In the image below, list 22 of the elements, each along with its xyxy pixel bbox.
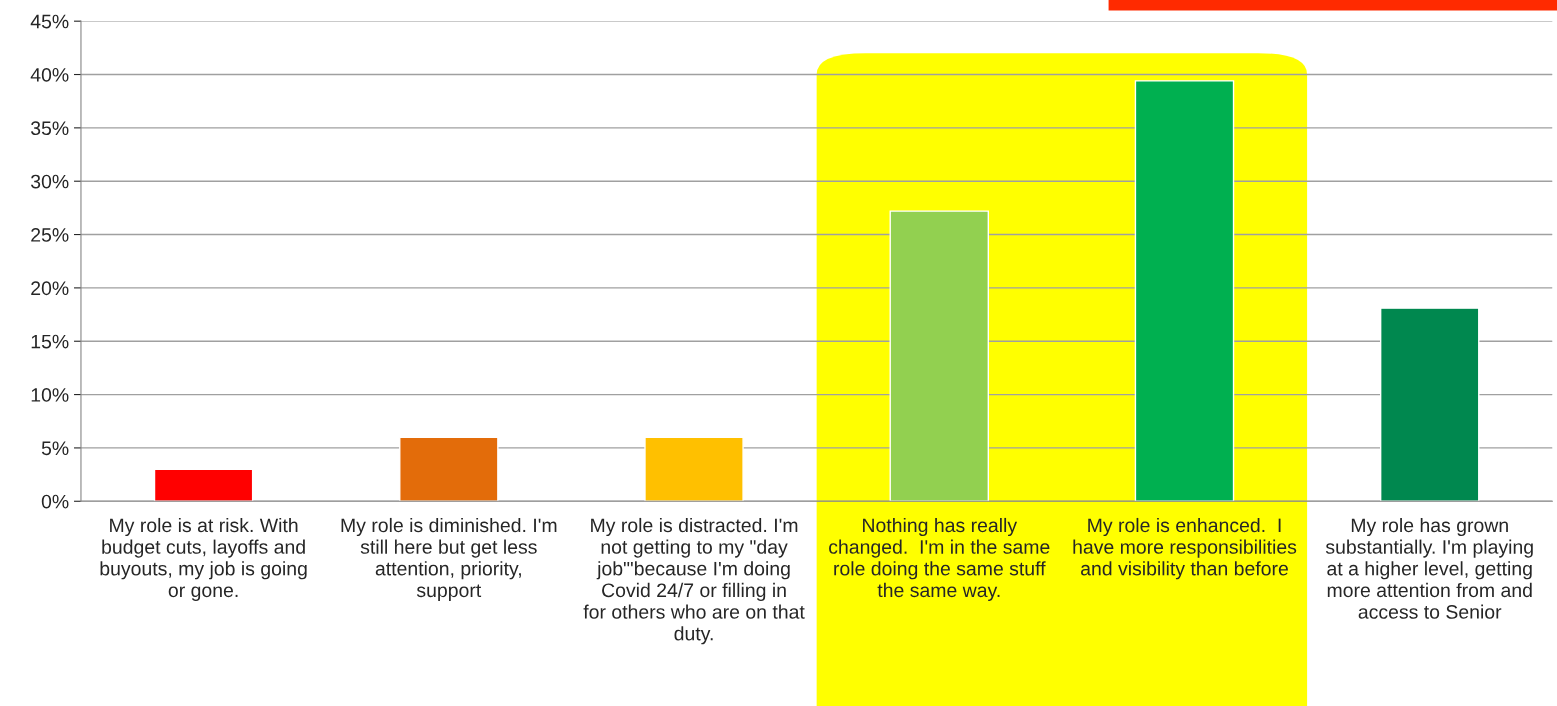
y-tick-label: 25% (31, 228, 69, 242)
bar (644, 436, 744, 502)
bar (153, 468, 254, 502)
y-tick-label: 15% (31, 334, 69, 349)
x-tick-label: Nothing has really changed. I'm in the same role doing the same stuff the same way. (829, 517, 1050, 601)
x-tick-label: My role is diminished. I'm still here but get less attention, priority, support (341, 517, 557, 601)
x-tick-label: My role is at risk. With budget cuts, layoffs and buyouts, my job is going or gone. (100, 517, 307, 601)
y-tick-label: 0% (41, 494, 69, 509)
x-tick-label: My role is distracted. I'm not getting to my "day job"'because I'm doing Covid 24/7 or filling in for others who are on that duty. (583, 517, 805, 645)
y-tick-label: 10% (31, 388, 69, 402)
y-tick-label: 5% (41, 441, 69, 456)
y-tick-label: 35% (30, 121, 69, 136)
y-tick-label: 20% (31, 281, 69, 296)
bar (889, 210, 990, 502)
y-tick-label: 30% (30, 174, 69, 189)
x-tick-label: My role is enhanced. I have more responsibilities and visibility than before (1073, 517, 1297, 580)
bar (1134, 80, 1235, 502)
bar (399, 436, 499, 502)
x-tick-label: My role has grown substantially. I'm playing at a higher level, getting more attention from and access to Senior (1325, 517, 1533, 619)
y-tick-label: 40% (30, 67, 69, 82)
y-tick-label: 45% (30, 14, 69, 29)
bar (1379, 307, 1480, 502)
